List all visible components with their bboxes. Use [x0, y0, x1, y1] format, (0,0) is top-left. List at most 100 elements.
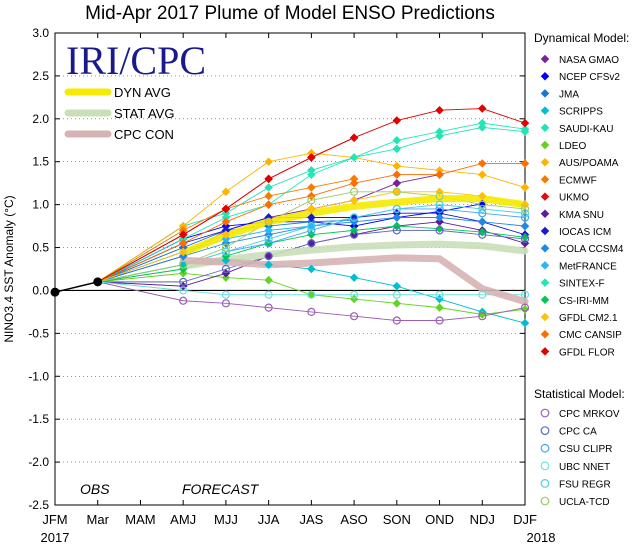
legend-dynamical-title: Dynamical Model:	[534, 31, 629, 45]
iri-cpc-logo: IRI/CPC	[66, 38, 206, 83]
data-point	[392, 144, 402, 154]
data-point	[520, 118, 530, 128]
data-point	[179, 260, 188, 269]
plot-area: 3.0 2.5 2.0 1.5 1.0 0.5 0.0 -0.5 -1.0 -1.5 -2.0 -2.…	[28, 26, 537, 527]
legend-marker	[540, 226, 550, 236]
data-point	[392, 226, 401, 235]
data-point	[392, 299, 402, 308]
legend-marker	[540, 243, 550, 253]
data-point	[221, 213, 231, 222]
data-point	[520, 159, 530, 168]
legend-label: CMC CANSIP	[559, 330, 622, 341]
data-point	[221, 204, 231, 214]
legend-label: CSU CLIPR	[559, 444, 612, 455]
data-point	[307, 290, 316, 299]
x-tick-label: SON	[383, 512, 411, 527]
legend-label: COLA CCSM4	[559, 244, 624, 255]
average-legend: DYN AVG STAT AVG CPC CON	[64, 85, 174, 142]
series-line	[97, 178, 355, 283]
data-point	[349, 221, 359, 231]
legend-marker	[540, 329, 550, 339]
data-point	[307, 290, 316, 299]
y-tick-label: -0.5	[28, 326, 49, 340]
data-point	[307, 230, 316, 239]
data-point	[221, 217, 231, 227]
avg-line	[179, 254, 529, 306]
data-point	[264, 251, 273, 261]
data-point	[307, 226, 316, 235]
y-tick-label: 3.0	[32, 26, 49, 40]
plot-frame	[54, 32, 526, 506]
data-point	[520, 221, 530, 231]
data-point	[307, 307, 316, 317]
legend-label: UCLA-TCD	[559, 497, 610, 508]
legend-label: UBC NNET	[559, 462, 610, 473]
series-line	[97, 108, 526, 283]
data-point	[221, 269, 231, 278]
data-point	[264, 234, 273, 244]
data-point	[478, 170, 487, 179]
x-tick-label: MJJ	[214, 512, 238, 527]
data-point	[264, 200, 273, 209]
data-point	[478, 118, 487, 128]
data-point	[307, 204, 316, 214]
data-point	[392, 316, 401, 325]
y-axis-label: NINO3.4 SST Anomaly (°C)	[2, 195, 16, 342]
y-tick-label: -2.5	[28, 498, 49, 512]
x-tick-label: OND	[425, 512, 454, 527]
data-point	[221, 234, 231, 244]
data-point	[307, 239, 316, 248]
data-point	[221, 230, 231, 239]
data-point	[478, 209, 487, 218]
data-point	[392, 116, 402, 125]
legend-label: CPC CA	[559, 427, 597, 438]
data-point	[478, 227, 487, 237]
data-point	[435, 191, 444, 201]
y-tick-label: 1.0	[32, 198, 49, 212]
data-point	[349, 226, 359, 235]
data-point	[221, 264, 231, 274]
y-tick-label: 0.0	[32, 283, 49, 297]
legend-label: SCRIPPS	[559, 107, 603, 118]
data-point	[349, 133, 359, 142]
x-tick-label: JJA	[258, 512, 280, 527]
data-point	[178, 281, 188, 291]
data-point	[264, 191, 273, 201]
x-tick-label: ASO	[340, 512, 367, 527]
legend-statistical-title: Statistical Model:	[534, 387, 625, 401]
legend-label: IOCAS ICM	[559, 227, 611, 238]
data-point	[221, 243, 231, 252]
data-point	[307, 183, 316, 192]
model-legend: Dynamical Model: NASA GMAO NCEP CFSv2 JMA S…	[534, 31, 629, 508]
data-point	[264, 183, 273, 192]
y-tick-label: 1.5	[32, 155, 49, 169]
data-point	[349, 178, 359, 188]
legend-label: KMA SNU	[559, 210, 604, 221]
data-point	[264, 260, 273, 269]
series-line	[97, 281, 526, 321]
data-point	[520, 204, 530, 214]
avg-line	[179, 195, 529, 257]
data-point	[349, 294, 359, 304]
legend-marker	[540, 157, 550, 167]
legend-label: CS-IRI-MM	[559, 296, 609, 307]
data-point	[349, 153, 359, 162]
data-point	[349, 174, 359, 184]
data-point	[435, 200, 444, 209]
data-point	[178, 221, 188, 231]
legend-label: SAUDI-KAU	[559, 124, 613, 135]
data-point	[307, 153, 316, 162]
data-point	[221, 239, 231, 248]
series-line	[97, 212, 526, 283]
obs-point	[93, 277, 103, 287]
data-point	[435, 316, 444, 325]
x-tick-label: JFM	[42, 512, 67, 527]
legend-marker	[540, 209, 550, 219]
data-point	[264, 230, 273, 239]
legend-label: FSU REGR	[559, 479, 611, 490]
legend-marker	[540, 261, 550, 270]
data-point	[264, 239, 273, 248]
data-point	[178, 234, 188, 244]
data-point	[264, 226, 273, 235]
data-point	[264, 275, 273, 285]
